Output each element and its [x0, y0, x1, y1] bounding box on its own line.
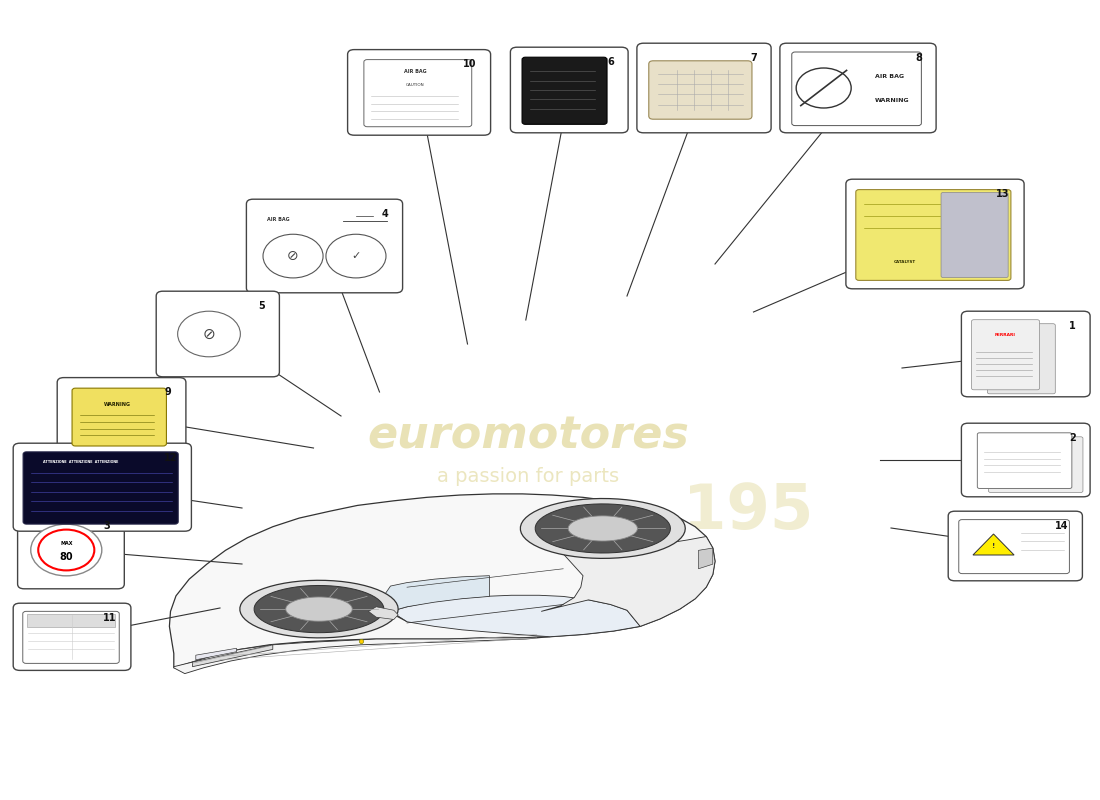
FancyBboxPatch shape — [856, 190, 1011, 280]
Text: ✓: ✓ — [351, 251, 361, 261]
FancyBboxPatch shape — [348, 50, 491, 135]
Circle shape — [263, 234, 323, 278]
FancyBboxPatch shape — [977, 433, 1071, 489]
Text: 3: 3 — [103, 521, 110, 531]
FancyBboxPatch shape — [246, 199, 403, 293]
Polygon shape — [192, 645, 273, 666]
Text: AIR BAG: AIR BAG — [876, 74, 904, 78]
FancyBboxPatch shape — [18, 511, 124, 589]
FancyBboxPatch shape — [649, 61, 752, 119]
FancyBboxPatch shape — [961, 311, 1090, 397]
FancyBboxPatch shape — [364, 60, 472, 126]
Text: 10: 10 — [463, 59, 476, 70]
Text: CATALYST: CATALYST — [894, 260, 916, 264]
Text: 80: 80 — [59, 552, 73, 562]
Polygon shape — [368, 606, 398, 619]
Circle shape — [796, 68, 851, 108]
FancyBboxPatch shape — [846, 179, 1024, 289]
Polygon shape — [174, 637, 550, 674]
FancyBboxPatch shape — [961, 423, 1090, 497]
Circle shape — [178, 311, 240, 357]
Text: 9: 9 — [165, 387, 172, 397]
Text: euromotores: euromotores — [367, 414, 689, 458]
Text: 1: 1 — [1069, 321, 1076, 331]
Text: 11: 11 — [103, 613, 117, 623]
FancyBboxPatch shape — [156, 291, 279, 377]
Circle shape — [39, 530, 95, 570]
Circle shape — [326, 234, 386, 278]
Text: 13: 13 — [997, 189, 1010, 198]
FancyBboxPatch shape — [988, 324, 1055, 394]
Text: 14: 14 — [1055, 521, 1068, 531]
FancyBboxPatch shape — [637, 43, 771, 133]
FancyBboxPatch shape — [23, 452, 178, 524]
Polygon shape — [286, 597, 352, 621]
Text: ⊘: ⊘ — [202, 326, 216, 342]
FancyBboxPatch shape — [792, 52, 922, 126]
Polygon shape — [385, 576, 490, 622]
FancyBboxPatch shape — [510, 47, 628, 133]
Text: !: ! — [992, 543, 996, 549]
Text: ATTENZIONE  ATTENZIONE  ATTENZIONE: ATTENZIONE ATTENZIONE ATTENZIONE — [43, 460, 119, 464]
FancyBboxPatch shape — [948, 511, 1082, 581]
FancyBboxPatch shape — [73, 388, 166, 446]
Polygon shape — [196, 648, 236, 660]
Text: WARNING: WARNING — [876, 98, 910, 102]
Text: FERRARI: FERRARI — [994, 333, 1015, 337]
Polygon shape — [254, 586, 384, 633]
Text: a passion for parts: a passion for parts — [437, 466, 619, 486]
Polygon shape — [390, 595, 640, 637]
Text: MAX: MAX — [60, 541, 73, 546]
Text: 7: 7 — [750, 53, 757, 62]
FancyBboxPatch shape — [23, 611, 119, 663]
Text: 6: 6 — [607, 57, 614, 67]
FancyBboxPatch shape — [940, 192, 1008, 278]
Polygon shape — [569, 516, 638, 541]
Text: 2: 2 — [1069, 433, 1076, 443]
Polygon shape — [536, 504, 671, 553]
FancyBboxPatch shape — [959, 520, 1069, 574]
Polygon shape — [698, 548, 713, 569]
FancyBboxPatch shape — [780, 43, 936, 133]
Text: ⊘: ⊘ — [287, 249, 299, 263]
FancyBboxPatch shape — [13, 603, 131, 670]
Polygon shape — [169, 494, 715, 668]
Polygon shape — [240, 580, 398, 638]
FancyBboxPatch shape — [57, 378, 186, 455]
Polygon shape — [520, 498, 685, 558]
Text: 8: 8 — [915, 53, 922, 62]
Polygon shape — [974, 534, 1014, 555]
Text: 195: 195 — [683, 482, 813, 542]
FancyBboxPatch shape — [989, 437, 1082, 493]
Text: 12: 12 — [164, 453, 177, 462]
FancyBboxPatch shape — [28, 614, 115, 627]
FancyBboxPatch shape — [971, 320, 1040, 390]
FancyBboxPatch shape — [13, 443, 191, 531]
Circle shape — [31, 524, 102, 576]
Text: CAUTION: CAUTION — [406, 83, 425, 87]
Text: 5: 5 — [258, 301, 265, 310]
Text: 4: 4 — [382, 209, 388, 218]
Text: AIR BAG: AIR BAG — [267, 217, 290, 222]
Text: AIR BAG: AIR BAG — [404, 69, 427, 74]
Text: WARNING: WARNING — [103, 402, 131, 406]
Polygon shape — [541, 537, 715, 626]
FancyBboxPatch shape — [522, 58, 607, 124]
